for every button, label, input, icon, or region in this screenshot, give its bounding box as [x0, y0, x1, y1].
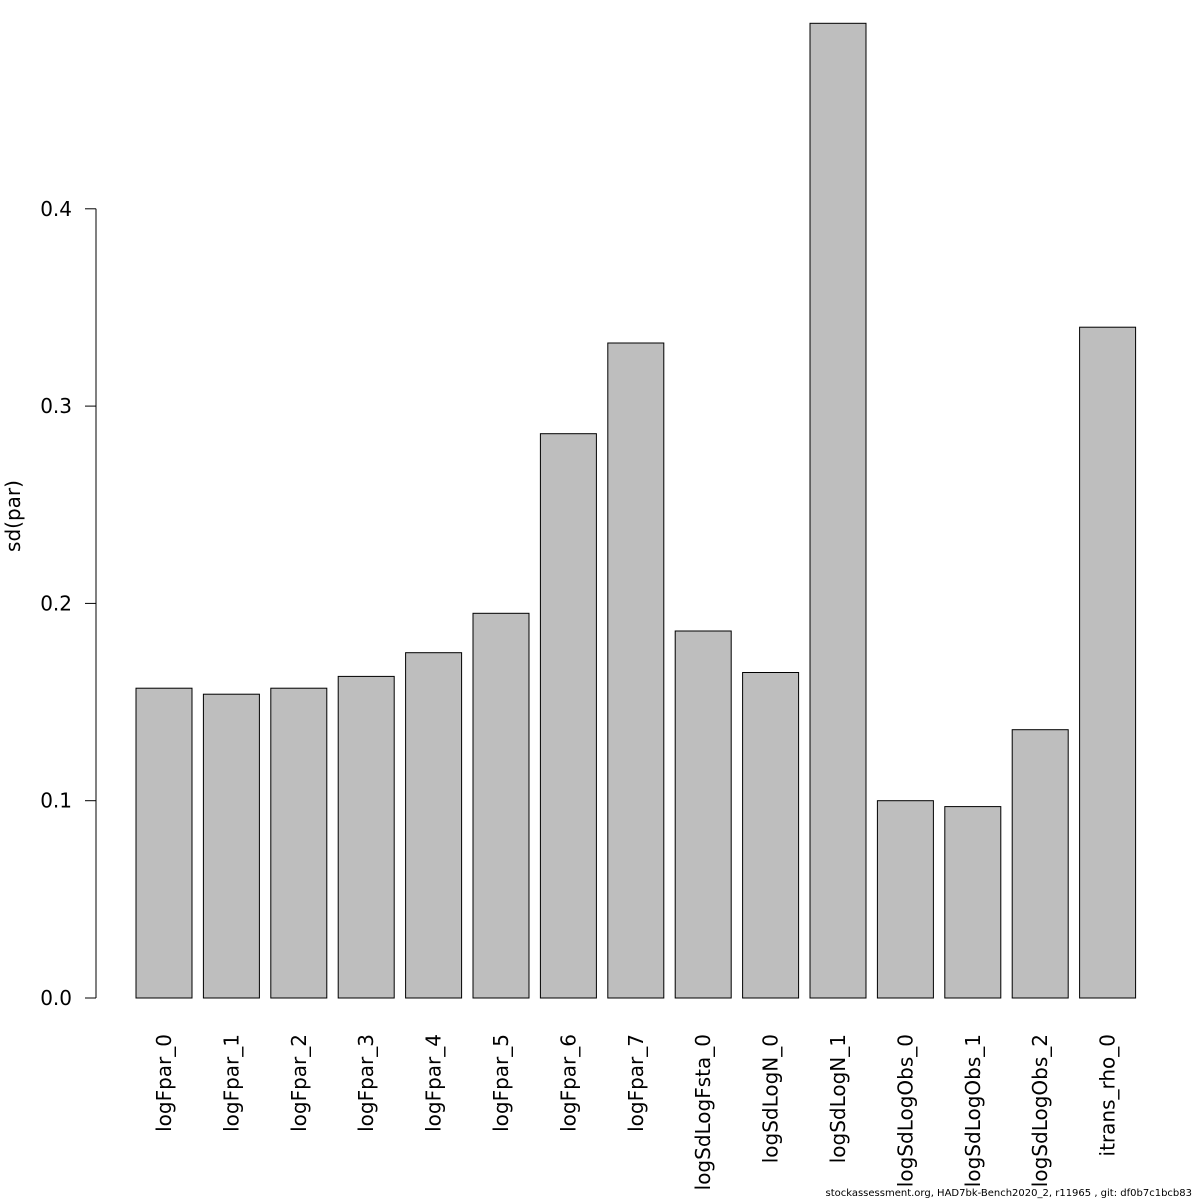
bar-logSdLogObs_0 — [876, 800, 934, 999]
bar-logSdLogN_1 — [809, 22, 867, 999]
x-tick-label-logFpar_3: logFpar_3 — [354, 1034, 378, 1132]
footer-source-text: stockassessment.org, HAD7bk-Bench2020_2,… — [825, 1188, 1192, 1199]
y-axis-title: sd(par) — [1, 480, 25, 552]
bar-logFpar_4 — [405, 652, 463, 999]
x-tick-label-logFpar_4: logFpar_4 — [422, 1034, 446, 1132]
x-tick-label-itrans_rho_0: itrans_rho_0 — [1096, 1034, 1120, 1156]
bar-logFpar_1 — [202, 693, 260, 999]
x-tick-label-logSdLogFsta_0: logSdLogFsta_0 — [691, 1034, 715, 1190]
x-tick-label-logSdLogObs_0: logSdLogObs_0 — [893, 1034, 917, 1187]
x-tick-label-logFpar_1: logFpar_1 — [219, 1034, 243, 1132]
x-tick-label-logFpar_7: logFpar_7 — [624, 1034, 648, 1132]
bar-logFpar_2 — [270, 687, 328, 999]
y-tick-label: 0.2 — [40, 591, 72, 615]
bar-logFpar_3 — [337, 675, 395, 999]
y-tick-label: 0.0 — [40, 986, 72, 1010]
y-tick-label: 0.1 — [40, 789, 72, 813]
bars — [135, 22, 1137, 999]
bar-logFpar_6 — [539, 433, 597, 999]
x-tick-label-logFpar_6: logFpar_6 — [556, 1034, 580, 1132]
bar-logSdLogObs_1 — [944, 806, 1002, 999]
x-tick-label-logFpar_0: logFpar_0 — [152, 1034, 176, 1132]
bar-logFpar_5 — [472, 612, 530, 999]
bar-logFpar_0 — [135, 687, 193, 999]
x-tick-label-logSdLogN_0: logSdLogN_0 — [759, 1034, 783, 1163]
bar-logFpar_7 — [607, 342, 665, 999]
x-tick-label-logSdLogObs_2: logSdLogObs_2 — [1028, 1034, 1052, 1187]
y-tick-label: 0.3 — [40, 394, 72, 418]
bar-logSdLogFsta_0 — [674, 630, 732, 999]
x-tick-label-logFpar_5: logFpar_5 — [489, 1034, 513, 1132]
x-axis-labels: logFpar_0 logFpar_1 logFpar_2 logFpar_3 logF… — [152, 1034, 1120, 1190]
bar-itrans_rho_0 — [1079, 326, 1137, 999]
bar-logSdLogObs_2 — [1011, 729, 1069, 999]
y-axis: 0.0 0.1 0.2 0.3 0.4 — [40, 197, 97, 1010]
x-tick-label-logSdLogN_1: logSdLogN_1 — [826, 1034, 850, 1163]
y-tick-label: 0.4 — [40, 197, 72, 221]
bar-logSdLogN_0 — [742, 672, 800, 999]
x-tick-label-logSdLogObs_1: logSdLogObs_1 — [961, 1034, 985, 1187]
x-tick-label-logFpar_2: logFpar_2 — [287, 1034, 311, 1132]
